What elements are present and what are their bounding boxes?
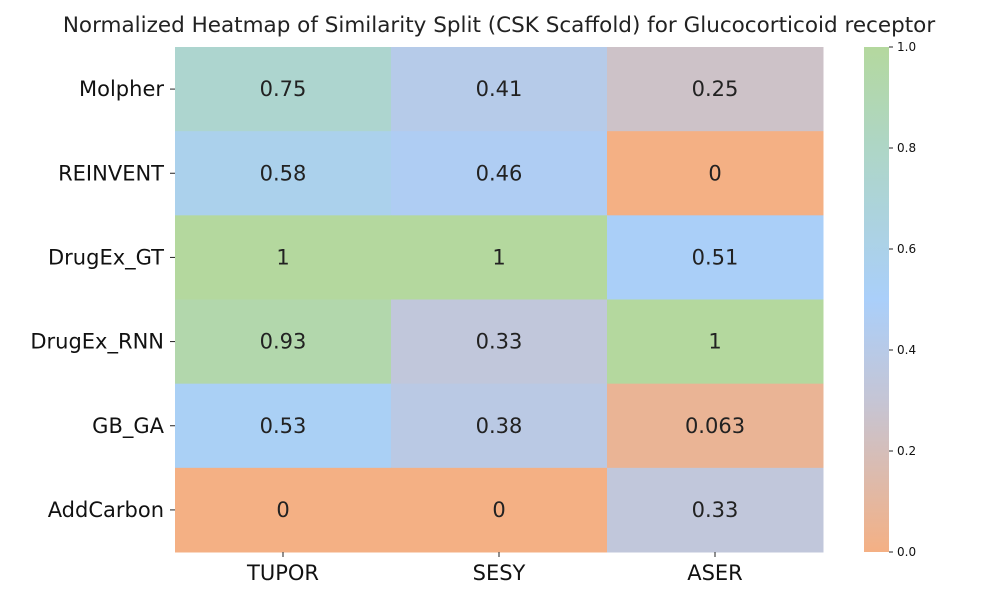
cell-value-label: 1 <box>708 330 721 354</box>
cell-value-label: 0 <box>492 498 505 522</box>
column-label: ASER <box>687 561 743 585</box>
cell-value-label: 0.46 <box>476 161 523 185</box>
row-label: DrugEx_RNN <box>30 330 164 355</box>
row-label: REINVENT <box>58 161 164 185</box>
cell-value-label: 0.25 <box>692 77 739 101</box>
row-label: AddCarbon <box>48 498 164 522</box>
row-label: DrugEx_GT <box>48 245 164 270</box>
cell-value-label: 0.93 <box>260 330 307 354</box>
heatmap-cell <box>391 215 608 300</box>
chart-title: Normalized Heatmap of Similarity Split (… <box>63 13 935 38</box>
heatmap-cell <box>391 299 608 385</box>
heatmap-cell <box>175 383 392 469</box>
colorbar <box>864 47 889 552</box>
row-label: Molpher <box>79 77 164 101</box>
row-labels: Molpher REINVENT DrugEx_GT DrugEx_RNN GB_GA A… <box>30 77 175 522</box>
heatmap-cell <box>391 47 608 132</box>
column-label: TUPOR <box>246 561 319 585</box>
cell-value-label: 0.063 <box>685 414 745 438</box>
cell-value-label: 0 <box>276 498 289 522</box>
colorbar-tick-label: 1.0 <box>897 40 916 54</box>
heatmap-cell <box>391 131 608 216</box>
heatmap-cell <box>175 47 392 132</box>
colorbar-ticks: 0.0 0.2 0.4 0.6 0.8 1.0 <box>889 40 916 559</box>
colorbar-tick-label: 0.6 <box>897 242 916 256</box>
cell-value-label: 1 <box>492 245 505 269</box>
column-label: SESY <box>473 561 526 585</box>
heatmap-cell <box>607 131 824 216</box>
heatmap-cell <box>175 299 392 385</box>
heatmap-cell <box>175 467 392 553</box>
cell-value-label: 0.38 <box>476 414 523 438</box>
column-labels: TUPOR SESY ASER <box>246 552 743 585</box>
colorbar-tick-label: 0.2 <box>897 444 916 458</box>
heatmap-cells: 0.75 0.41 0.25 0.58 0.46 0 1 1 0.51 0.93 0.33 1 0.53… <box>175 47 824 553</box>
cell-value-label: 1 <box>276 245 289 269</box>
cell-value-label: 0.41 <box>476 77 523 101</box>
cell-value-label: 0 <box>708 161 721 185</box>
heatmap-cell <box>607 215 824 300</box>
heatmap-cell <box>607 299 824 385</box>
cell-value-label: 0.75 <box>260 77 307 101</box>
cell-value-label: 0.33 <box>692 498 739 522</box>
cell-value-label: 0.51 <box>692 245 739 269</box>
heatmap-cell <box>391 383 608 469</box>
heatmap-cell <box>607 47 824 132</box>
cell-value-label: 0.53 <box>260 414 307 438</box>
heatmap-cell <box>607 383 824 469</box>
cell-value-label: 0.33 <box>476 330 523 354</box>
colorbar-tick-label: 0.0 <box>897 545 916 559</box>
heatmap-cell <box>175 215 392 300</box>
row-label: GB_GA <box>92 414 164 439</box>
heatmap-cell <box>391 467 608 553</box>
colorbar-tick-label: 0.8 <box>897 141 916 155</box>
heatmap-cell <box>175 131 392 216</box>
heatmap-cell <box>607 467 824 553</box>
cell-value-label: 0.58 <box>260 161 307 185</box>
colorbar-tick-label: 0.4 <box>897 343 916 357</box>
